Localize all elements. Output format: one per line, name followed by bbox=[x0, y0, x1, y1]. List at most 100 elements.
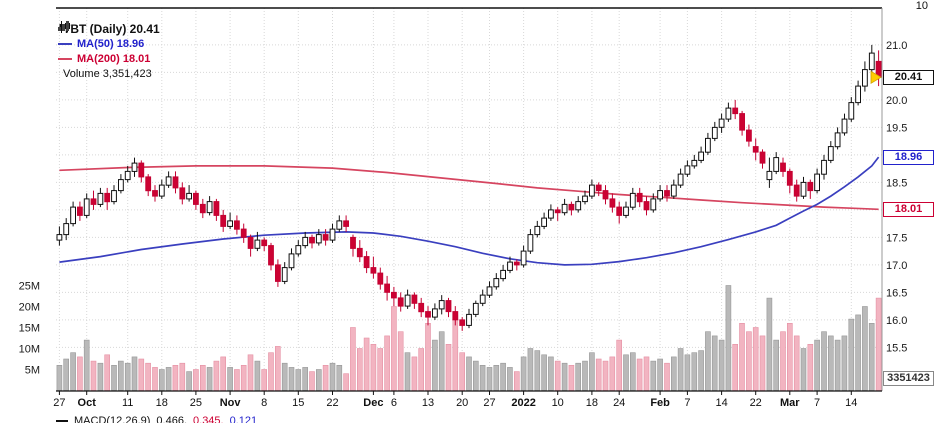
top-axis-partial-label: 10 bbox=[915, 0, 928, 12]
volume-bar bbox=[657, 358, 663, 391]
candle bbox=[240, 228, 247, 238]
volume-bar bbox=[541, 354, 547, 391]
volume-bar bbox=[261, 369, 268, 391]
volume-bar bbox=[814, 339, 820, 391]
svg-text:20M: 20M bbox=[19, 302, 40, 314]
volume-bar bbox=[759, 335, 766, 391]
candle bbox=[302, 236, 309, 247]
ma50-label: MA(50) 18.96 bbox=[77, 37, 145, 50]
volume-bar bbox=[411, 356, 418, 391]
volume-bar bbox=[732, 343, 739, 391]
volume-bar bbox=[575, 362, 582, 391]
candle bbox=[609, 198, 616, 208]
candle bbox=[650, 198, 657, 211]
volume-bar bbox=[124, 362, 131, 391]
volume-bar bbox=[718, 339, 725, 391]
volume-bar bbox=[432, 339, 438, 391]
candle bbox=[834, 132, 841, 148]
ma200-badge: 18.01 bbox=[883, 201, 934, 217]
volume-bar bbox=[206, 367, 213, 391]
candle bbox=[268, 245, 274, 266]
volume-bar bbox=[343, 373, 349, 391]
svg-text:11: 11 bbox=[122, 397, 133, 409]
legend-ma200: MA(200) 18.01 bbox=[58, 51, 160, 66]
volume-bar bbox=[507, 367, 513, 391]
candle bbox=[807, 181, 814, 192]
svg-text:7: 7 bbox=[814, 397, 820, 409]
volume-bar bbox=[650, 360, 657, 391]
candle bbox=[527, 234, 534, 252]
candle bbox=[541, 217, 548, 227]
candle bbox=[213, 201, 220, 216]
svg-text:15.5: 15.5 bbox=[886, 342, 907, 354]
svg-text:Nov: Nov bbox=[220, 397, 242, 409]
candle bbox=[329, 228, 336, 241]
candle bbox=[759, 151, 766, 164]
candle bbox=[309, 236, 315, 244]
candle bbox=[77, 206, 83, 216]
candle bbox=[90, 198, 97, 205]
candle bbox=[199, 203, 206, 214]
volume-bar bbox=[302, 367, 309, 391]
volume-bar bbox=[868, 322, 875, 391]
volume-bar bbox=[643, 356, 650, 391]
candle bbox=[445, 300, 452, 313]
candle bbox=[104, 192, 111, 203]
candle bbox=[848, 102, 855, 120]
volume-bar bbox=[295, 369, 302, 391]
chart-legend: TBT (Daily) 20.41 MA(50) 18.96 MA(200) 1… bbox=[58, 21, 160, 81]
volume-bar bbox=[445, 343, 452, 391]
volume-bar bbox=[186, 371, 192, 391]
last-price-marker-icon bbox=[870, 70, 882, 85]
volume-bar bbox=[595, 358, 602, 391]
legend-symbol: TBT (Daily) 20.41 bbox=[58, 21, 160, 36]
candle bbox=[841, 118, 848, 134]
candle bbox=[165, 176, 172, 186]
svg-text:20: 20 bbox=[456, 397, 468, 409]
symbol-title: TBT (Daily) 20.41 bbox=[63, 21, 160, 36]
candle bbox=[493, 278, 500, 288]
volume-bar bbox=[766, 297, 773, 391]
volume-bar bbox=[111, 364, 117, 391]
candle bbox=[459, 319, 466, 326]
candle bbox=[602, 190, 609, 200]
volume-bar bbox=[821, 331, 827, 391]
candle bbox=[370, 267, 377, 274]
macd-value-1: 0.466, bbox=[156, 415, 188, 423]
volume-bar bbox=[548, 356, 554, 391]
volume-bar bbox=[438, 331, 445, 391]
volume-bar bbox=[425, 322, 431, 391]
candle bbox=[725, 107, 732, 120]
volume-bar bbox=[472, 360, 479, 391]
volume-bar bbox=[131, 356, 138, 391]
candle bbox=[786, 170, 793, 186]
candle bbox=[336, 220, 343, 230]
svg-text:16.5: 16.5 bbox=[886, 287, 907, 299]
svg-text:25M: 25M bbox=[19, 281, 40, 293]
volume-bar bbox=[350, 327, 356, 391]
candle bbox=[513, 261, 520, 266]
volume-bar bbox=[83, 339, 90, 391]
volume-bar bbox=[370, 343, 377, 391]
candle bbox=[70, 206, 76, 225]
candle bbox=[500, 269, 507, 280]
volume-bar bbox=[274, 346, 281, 391]
candle bbox=[561, 203, 568, 214]
candle bbox=[411, 294, 418, 304]
candle bbox=[247, 236, 254, 249]
volume-bar bbox=[234, 369, 240, 391]
candle bbox=[677, 173, 684, 186]
candle bbox=[507, 261, 513, 271]
candle bbox=[158, 184, 165, 197]
volume-bar bbox=[636, 358, 643, 391]
candle bbox=[800, 181, 807, 197]
ma50-badge: 18.96 bbox=[883, 149, 934, 165]
volume-bar bbox=[616, 339, 623, 391]
volume-bar bbox=[875, 297, 882, 391]
candle bbox=[629, 192, 636, 208]
volume-bar bbox=[827, 335, 834, 391]
volume-bar bbox=[725, 285, 732, 391]
volume-bar bbox=[500, 362, 506, 391]
svg-text:18: 18 bbox=[156, 397, 168, 409]
